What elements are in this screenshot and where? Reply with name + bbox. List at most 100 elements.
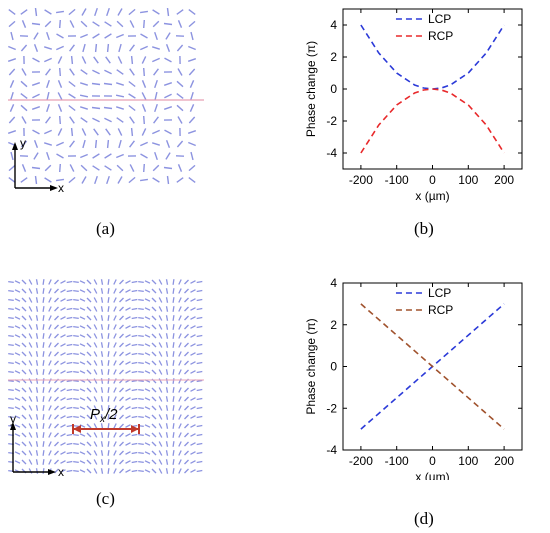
nanofin-a	[68, 93, 76, 99]
nanofin-c	[190, 298, 196, 302]
nanofin-a	[81, 8, 87, 16]
nanofin-c	[131, 298, 138, 302]
nanofin-a	[21, 68, 27, 76]
nanofin-c	[93, 387, 98, 393]
nanofin-a	[140, 33, 148, 39]
nanofin-c	[54, 459, 59, 465]
nanofin-c	[79, 289, 86, 293]
nanofin-c	[21, 441, 27, 447]
nanofin-c	[113, 459, 117, 465]
y-axis-label: Phase change (π)	[304, 41, 318, 137]
nanofin-c	[66, 415, 73, 419]
nanofin-c	[48, 288, 52, 294]
nanofin-c	[35, 387, 39, 393]
nanofin-c	[190, 406, 196, 410]
nanofin-a	[44, 177, 52, 183]
nanofin-a	[9, 80, 15, 88]
nanofin-c	[48, 378, 52, 384]
nanofin-a	[104, 69, 112, 75]
nanofin-a	[45, 68, 51, 76]
nanofin-c	[14, 424, 21, 428]
nanofin-c	[21, 360, 27, 366]
nanofin-c	[107, 387, 110, 393]
nanofin-c	[100, 306, 104, 312]
nanofin-a	[141, 104, 147, 112]
nanofin-c	[151, 360, 157, 366]
nanofin-c	[8, 370, 14, 374]
nanofin-a	[165, 152, 171, 160]
nanofin-c	[60, 361, 66, 365]
nanofin-a	[116, 69, 124, 75]
x-tick-label: -100	[385, 454, 409, 468]
nanofin-c	[151, 441, 157, 447]
nanofin-a	[8, 177, 16, 183]
nanofin-c	[100, 396, 104, 402]
nanofin-c	[151, 324, 157, 330]
y-tick-label: 0	[330, 360, 337, 374]
nanofin-c	[35, 351, 39, 357]
nanofin-c	[66, 289, 73, 293]
nanofin-c	[165, 369, 169, 375]
nanofin-a	[70, 55, 74, 65]
period-divisor: /2	[104, 406, 118, 423]
nanofin-a	[103, 106, 113, 110]
nanofin-c	[8, 289, 14, 293]
nanofin-c	[93, 414, 98, 420]
nanofin-c	[107, 405, 110, 411]
nanofin-c	[35, 459, 39, 465]
nanofin-c	[151, 306, 157, 312]
nanofin-a	[31, 166, 41, 170]
nanofin-c	[14, 388, 21, 392]
nanofin-c	[66, 451, 73, 455]
nanofin-c	[73, 451, 79, 455]
nanofin-c	[158, 297, 163, 303]
nanofin-a	[117, 56, 123, 64]
nanofin-c	[172, 459, 175, 465]
nanofin-c	[151, 288, 157, 294]
nanofin-c	[178, 288, 182, 294]
nanofin-a	[151, 46, 161, 50]
nanofin-c	[42, 441, 45, 447]
nanofin-c	[14, 415, 21, 419]
nanofin-a	[129, 20, 135, 28]
nanofin-c	[144, 325, 151, 329]
x-tick-label: 0	[429, 454, 436, 468]
nanofin-c	[138, 352, 144, 356]
nanofin-a	[141, 56, 147, 64]
nanofin-c	[100, 423, 104, 429]
nanofin-c	[131, 343, 138, 347]
nanofin-c	[93, 306, 98, 312]
nanofin-c	[196, 361, 203, 365]
nanofin-c	[54, 315, 59, 321]
nanofin-c	[8, 307, 14, 311]
nanofin-c	[151, 459, 157, 465]
nanofin-c	[107, 441, 110, 447]
nanofin-c	[107, 378, 110, 384]
nanofin-c	[184, 351, 189, 357]
nanofin-c	[21, 315, 27, 321]
nanofin-c	[138, 334, 144, 338]
nanofin-c	[86, 405, 92, 411]
nanofin-c	[48, 432, 52, 438]
nanofin-a	[176, 104, 184, 112]
nanofin-a	[31, 22, 41, 26]
nanofin-c	[100, 342, 104, 348]
nanofin-a	[80, 33, 88, 39]
nanofin-c	[165, 450, 169, 456]
nanofin-c	[144, 316, 151, 320]
nanofin-a	[129, 116, 135, 124]
nanofin-c	[138, 307, 144, 311]
nanofin-c	[28, 333, 33, 339]
nanofin-c	[48, 324, 52, 330]
nanofin-c	[158, 414, 163, 420]
nanofin-c	[66, 325, 73, 329]
nanofin-c	[184, 423, 189, 429]
nanofin-c	[86, 414, 92, 420]
nanofin-c	[79, 316, 86, 320]
nanofin-c	[190, 460, 196, 464]
nanofin-a	[106, 7, 110, 17]
nanofin-c	[131, 289, 138, 293]
y-tick-label: 2	[330, 318, 337, 332]
nanofin-a	[20, 9, 28, 15]
nanofin-c	[21, 279, 27, 285]
